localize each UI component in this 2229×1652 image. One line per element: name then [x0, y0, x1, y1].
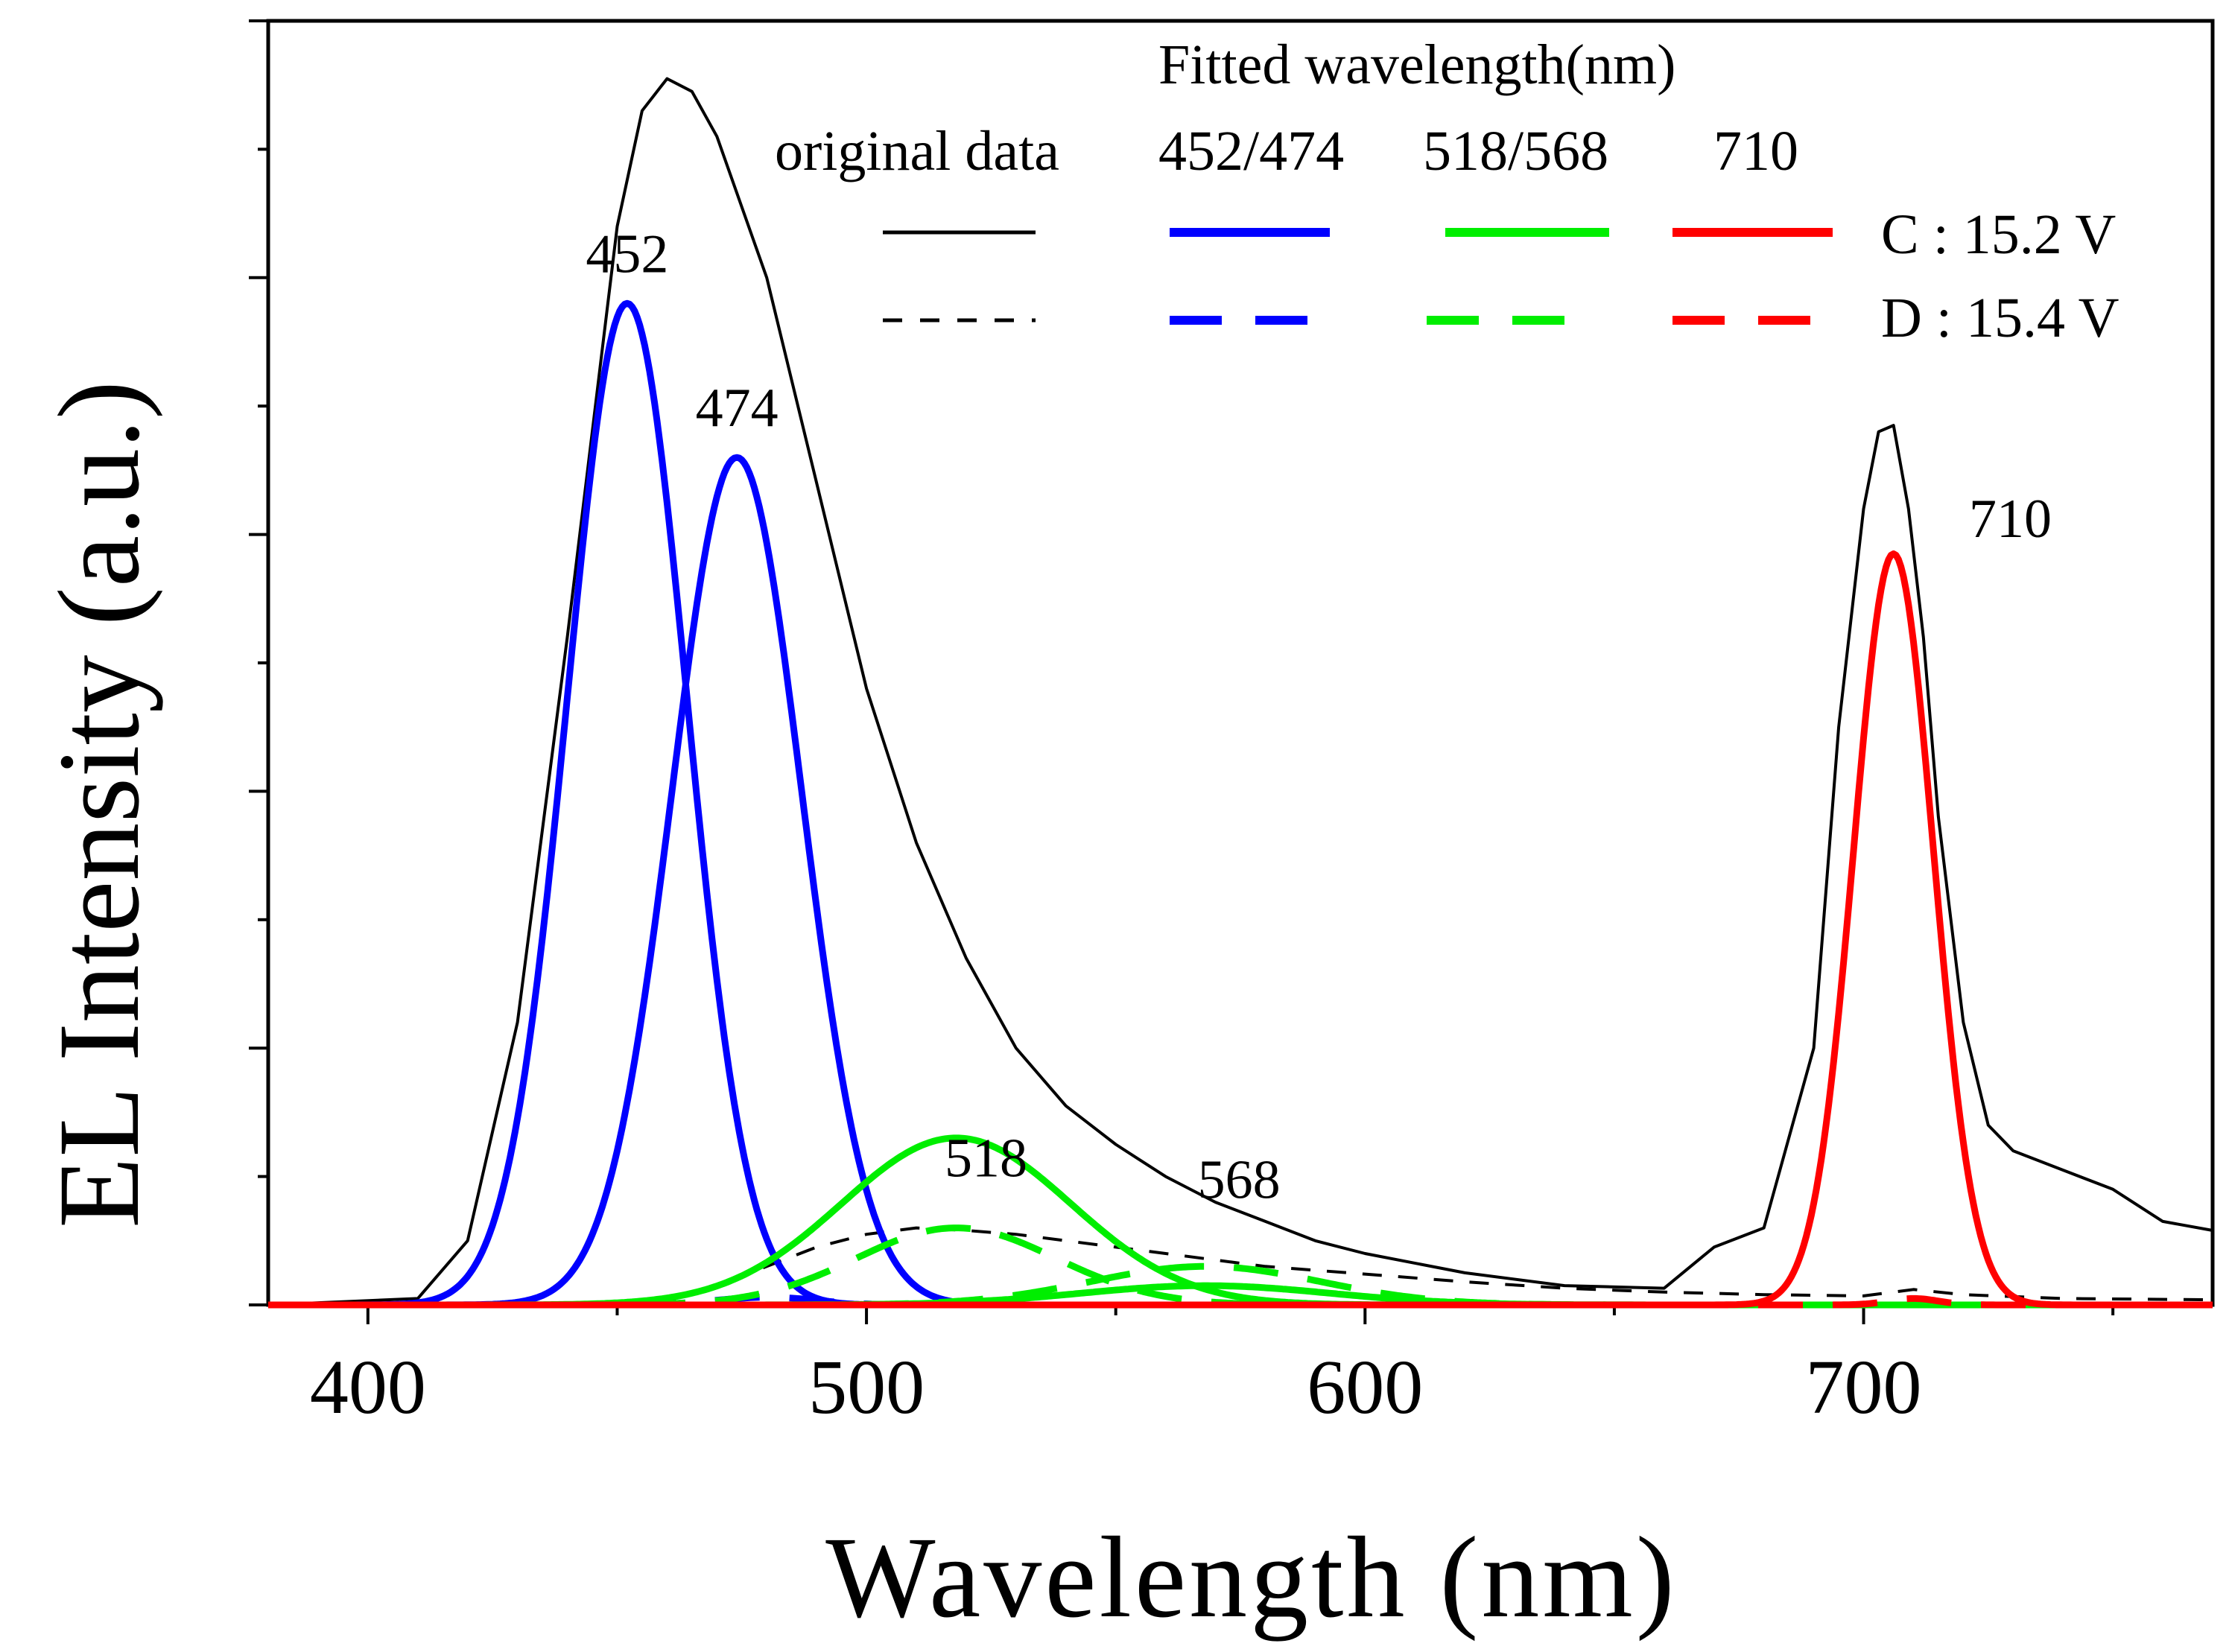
series-layer	[267, 77, 2214, 1309]
series-line-0	[267, 77, 2213, 1306]
peak-label-452: 452	[586, 223, 668, 285]
legend: Fitted wavelength(nm) original data 452/…	[775, 34, 2119, 349]
x-tick-label: 500	[808, 1344, 925, 1430]
legend-col-452-474: 452/474	[1158, 120, 1344, 182]
peak-label-710: 710	[1969, 489, 2052, 550]
legend-row-c: C : 15.2 V	[1881, 203, 2116, 266]
legend-col-518-568: 518/568	[1423, 120, 1608, 182]
peak-label-518: 518	[945, 1128, 1027, 1189]
annotation-layer: 452 474 518 568 710	[586, 223, 2052, 1210]
legend-row-d: D : 15.4 V	[1881, 287, 2119, 349]
x-tick-label: 700	[1806, 1344, 1922, 1430]
legend-col-original: original data	[775, 120, 1059, 182]
legend-header: Fitted wavelength(nm)	[1158, 34, 1675, 96]
y-axis-title: EL Intensity (a.u.)	[34, 381, 163, 1228]
legend-col-710: 710	[1713, 120, 1798, 182]
x-tick-label: 400	[310, 1344, 426, 1430]
peak-label-568: 568	[1198, 1150, 1281, 1211]
series-line-10	[267, 1294, 2214, 1309]
x-axis-title: Wavelength (nm)	[825, 1513, 1677, 1642]
x-tick-label: 600	[1307, 1344, 1423, 1430]
peak-label-474: 474	[696, 378, 779, 439]
